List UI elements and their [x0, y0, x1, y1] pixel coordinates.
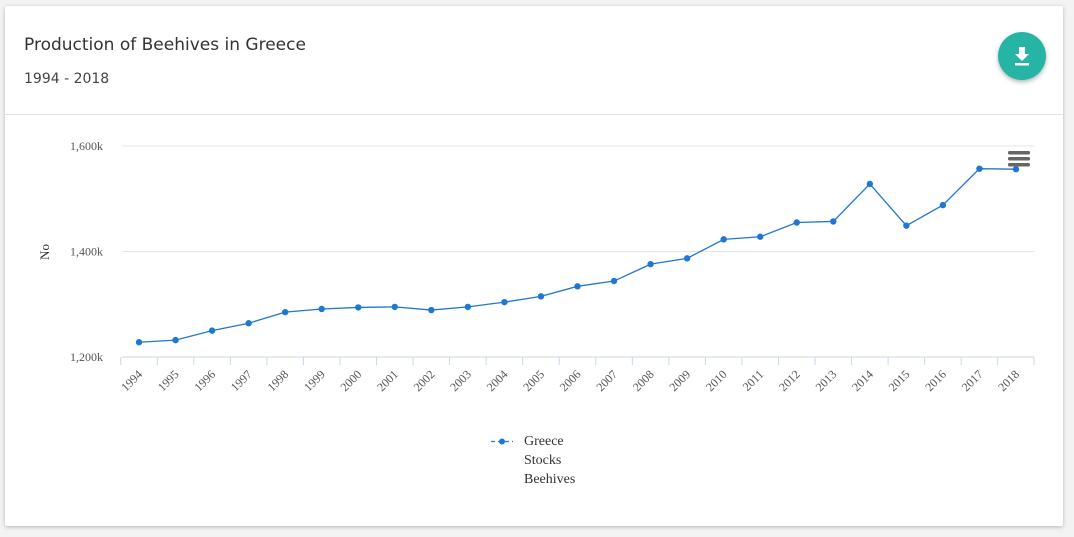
x-tick-label: 2008	[630, 367, 657, 394]
data-point	[757, 233, 764, 240]
data-point	[355, 304, 362, 311]
x-tick-label: 1996	[191, 367, 218, 394]
x-tick-label: 2017	[959, 367, 986, 394]
x-tick-label: 2004	[484, 367, 511, 394]
data-point	[610, 277, 618, 285]
download-button[interactable]	[998, 32, 1046, 80]
data-point	[135, 339, 143, 346]
hamburger-menu-icon[interactable]	[1006, 148, 1032, 170]
data-point	[793, 219, 800, 226]
data-point	[281, 308, 289, 316]
data-point	[428, 306, 435, 314]
series-line	[138, 168, 1017, 343]
data-point	[208, 327, 216, 334]
x-tick-label: 2016	[922, 367, 949, 394]
x-tick-label: 1997	[228, 367, 255, 394]
x-tick-label: 2006	[557, 367, 584, 394]
data-point	[464, 303, 472, 311]
data-point	[1012, 166, 1020, 173]
page-subtitle: 1994 - 2018	[24, 71, 110, 87]
data-point	[537, 293, 545, 300]
data-point	[391, 303, 398, 311]
data-point	[501, 298, 508, 306]
data-point	[172, 336, 179, 344]
y-tick-label: 1,400k	[70, 245, 103, 259]
x-tick-label: 2009	[666, 367, 693, 394]
x-tick-label: 1995	[155, 367, 182, 394]
x-tick-label: 1998	[264, 367, 291, 394]
x-tick-label: 2012	[776, 367, 803, 394]
data-point	[683, 255, 691, 262]
x-tick-label: 1994	[118, 367, 145, 394]
data-point	[903, 222, 910, 229]
x-tick-label: 2014	[849, 367, 876, 394]
x-tick-label: 2003	[447, 367, 474, 394]
legend-label-line-2: Stocks	[524, 453, 562, 468]
download-icon	[1015, 47, 1029, 66]
x-tick-label: 2018	[995, 367, 1022, 394]
legend-label-line-3: Beehives	[524, 472, 576, 487]
legend-item[interactable]: Greece Stocks Beehives	[490, 432, 575, 489]
y-tick-label: 1,200k	[70, 350, 103, 364]
data-point	[939, 201, 947, 209]
legend-label-line-1: Greece	[524, 434, 564, 449]
y-axis-label: No	[37, 244, 52, 260]
page-title: Production of Beehives in Greece	[24, 35, 306, 55]
data-point	[574, 283, 581, 290]
card-header: Production of Beehives in Greece 1994 - …	[5, 6, 1063, 115]
x-tick-label: 2001	[374, 367, 401, 394]
x-tick-label: 2015	[886, 367, 913, 394]
x-tick-label: 2007	[593, 367, 620, 394]
data-point	[976, 165, 983, 172]
y-tick-label: 1,600k	[70, 139, 103, 153]
x-tick-label: 1999	[301, 367, 328, 394]
data-point	[318, 305, 325, 313]
data-point	[647, 260, 654, 268]
x-tick-label: 2000	[338, 367, 365, 394]
data-point	[866, 180, 874, 188]
x-tick-label: 2011	[740, 367, 767, 394]
data-point	[245, 320, 252, 327]
legend-line-marker	[491, 438, 513, 445]
chart-card: Production of Beehives in Greece 1994 - …	[5, 6, 1063, 526]
x-tick-label: 2013	[813, 367, 840, 394]
data-point	[830, 218, 837, 225]
x-tick-label: 2005	[520, 367, 547, 394]
x-tick-label: 2002	[411, 367, 438, 394]
data-point	[720, 236, 727, 243]
x-tick-label: 2010	[703, 367, 730, 394]
